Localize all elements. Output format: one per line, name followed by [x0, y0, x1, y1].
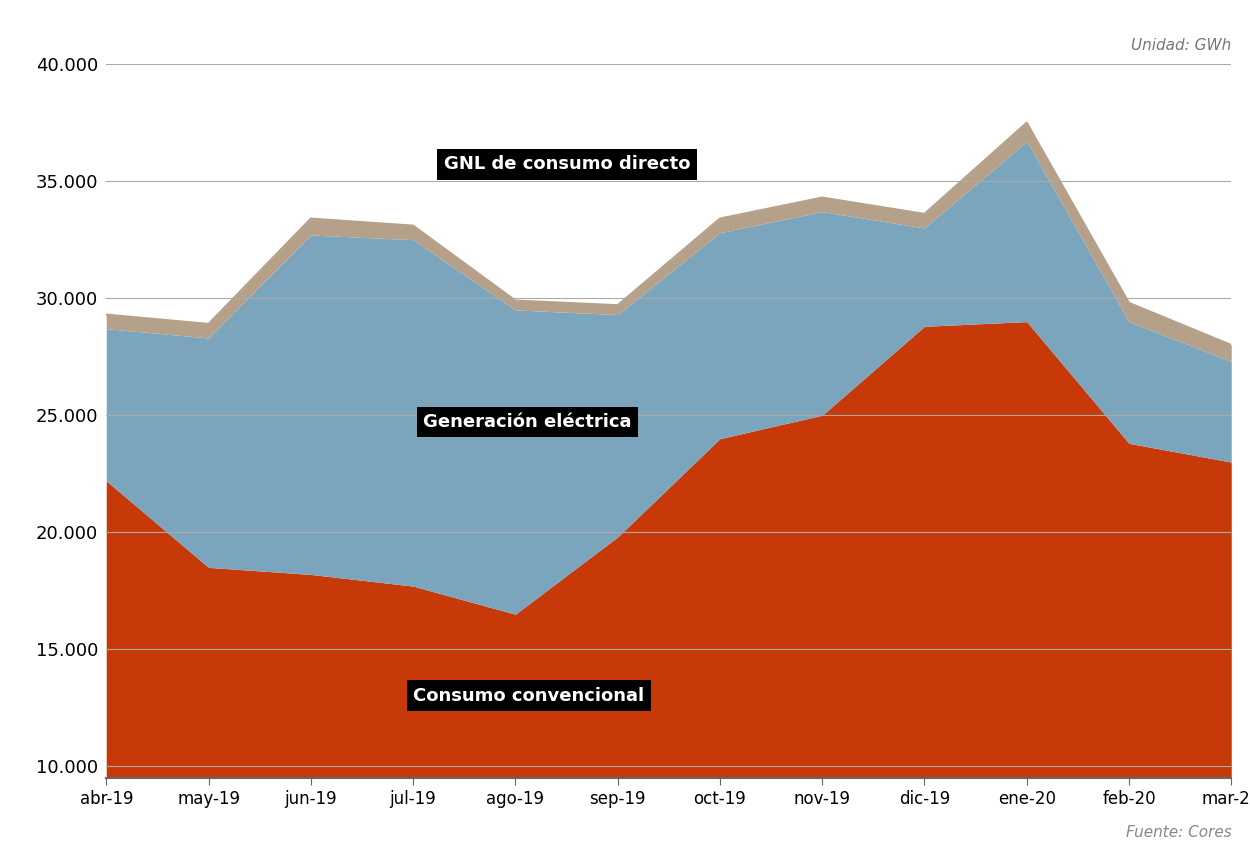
Text: Generación eléctrica: Generación eléctrica — [424, 413, 631, 431]
Text: Fuente: Cores: Fuente: Cores — [1125, 824, 1231, 840]
Text: GNL de consumo directo: GNL de consumo directo — [444, 156, 690, 174]
Text: Unidad: GWh: Unidad: GWh — [1131, 38, 1231, 54]
Text: Consumo convencional: Consumo convencional — [412, 687, 644, 705]
